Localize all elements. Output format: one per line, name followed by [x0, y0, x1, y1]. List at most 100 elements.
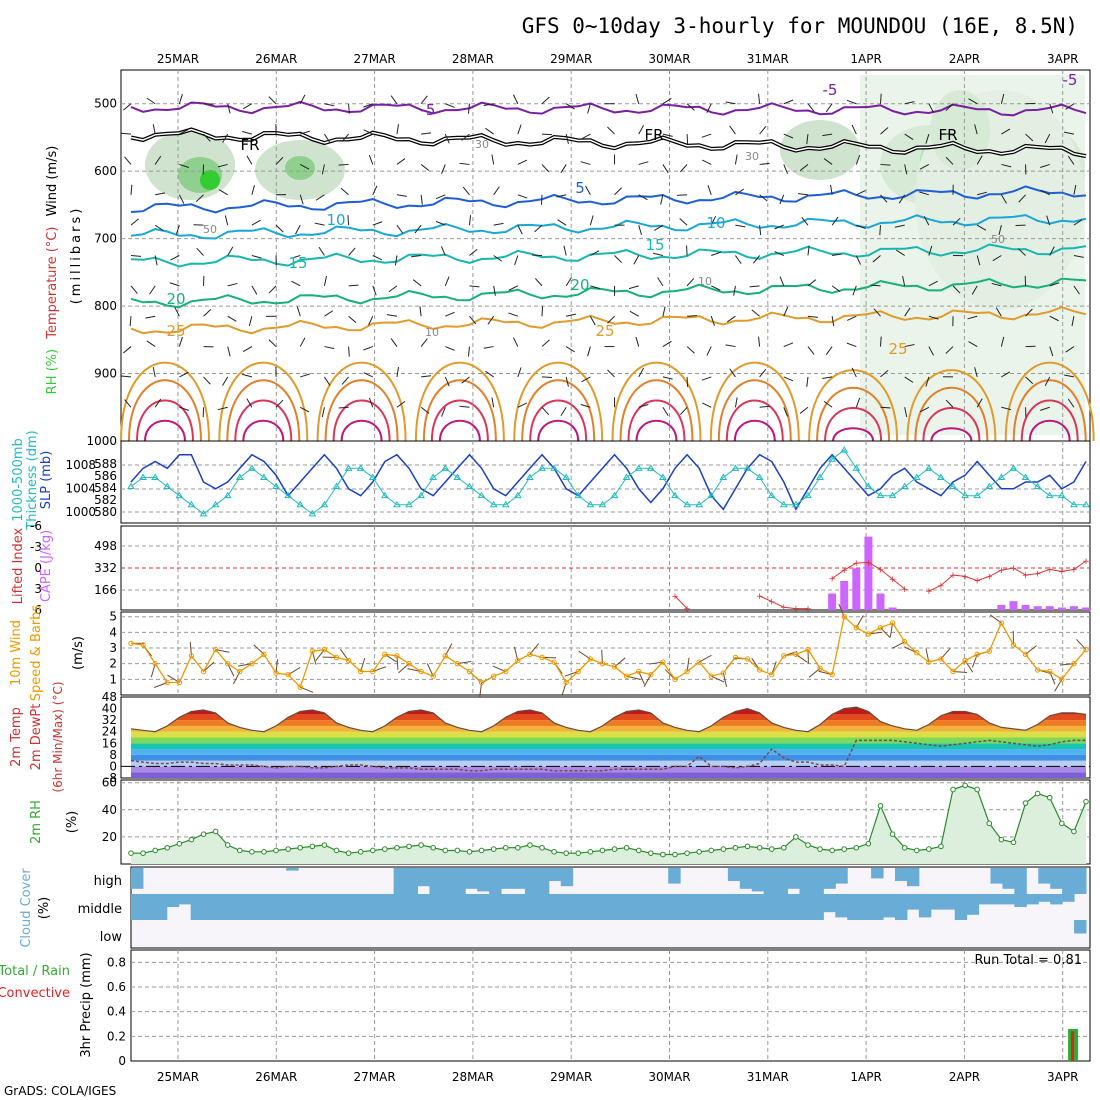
bl-isotherm	[717, 379, 792, 442]
li-marker: +	[1070, 565, 1078, 575]
wind-barb	[195, 194, 204, 202]
wind-barb	[1001, 406, 1012, 411]
wind-barb	[974, 124, 978, 135]
wind-barb	[411, 255, 422, 258]
rh-marker	[176, 840, 183, 847]
bl-isotherm	[1004, 361, 1095, 442]
wind-barb	[825, 103, 833, 113]
wind-barb	[534, 224, 543, 233]
bl-isotherm	[324, 379, 399, 442]
cape-bar	[852, 568, 861, 610]
wind-barb	[340, 187, 349, 196]
wind-barb	[532, 254, 543, 256]
wind-barb	[774, 251, 784, 256]
wind-barb	[783, 99, 794, 105]
bl-isotherm	[733, 419, 776, 442]
wind-barb	[368, 315, 374, 326]
wind-barb	[945, 103, 954, 112]
contour-label: 20	[166, 290, 185, 308]
thickness-marker	[1082, 500, 1090, 508]
wind-barb	[680, 164, 688, 173]
cloud-bar	[214, 894, 227, 920]
wind-marker	[188, 653, 195, 659]
wind-barb	[945, 399, 954, 408]
wind-barb	[565, 133, 569, 144]
wind-barb	[461, 133, 470, 141]
cloud-bar	[1050, 868, 1063, 889]
wind-barb	[759, 225, 762, 236]
wind-marker	[865, 631, 872, 637]
wind-barb	[904, 343, 915, 348]
wind-barb	[469, 248, 478, 256]
cloud-bar	[322, 894, 335, 920]
wind-barb	[855, 154, 861, 165]
wind-barb	[1000, 93, 1005, 104]
wind-barb	[154, 155, 162, 165]
wind-barb	[321, 407, 325, 418]
thickness-marker	[683, 500, 691, 508]
cloud-bar	[131, 868, 144, 889]
wind-barb	[491, 397, 495, 408]
wind-barb	[976, 255, 981, 266]
wind-barb	[1073, 255, 1084, 258]
wind-barb	[701, 376, 712, 381]
wind-barb	[396, 224, 404, 234]
cloud-bar	[465, 868, 478, 889]
contour-label: 30	[475, 138, 489, 151]
wind-barb	[435, 194, 446, 200]
contour-label: 10	[326, 211, 345, 229]
thickness-marker	[248, 464, 256, 471]
rh2m-y-ticks: 20 40 60	[102, 776, 117, 844]
rh-marker	[1022, 800, 1029, 806]
wind-barb	[469, 285, 480, 288]
thickness-marker	[332, 482, 341, 490]
wind-barb	[363, 372, 373, 378]
day-label-bottom: 30MAR	[648, 1070, 690, 1084]
wind-marker	[466, 668, 473, 675]
wind-barb	[589, 315, 596, 326]
li-marker: +	[901, 585, 909, 595]
wind-barb	[323, 275, 327, 286]
wind-barb	[902, 275, 906, 286]
rh-marker	[660, 851, 666, 858]
contour-labels: -5 -5 FR FR FR -5 5 10 10 15 15 20 20 25 25 25 30 30 50 50 1…	[166, 71, 1077, 358]
profile-panel: -5 -5 FR FR FR -5 5 10 10 15 15 20 20 25 25 25 30 30 50 50 1…	[45, 69, 1095, 448]
cloud-bar	[1014, 868, 1027, 894]
wind-barb	[662, 340, 672, 347]
wind-marker	[938, 656, 944, 662]
wind-barb	[517, 159, 528, 165]
cloud-panel: high middle low Cloud Cover (%)	[19, 866, 1091, 949]
y-tick-label: 1008	[65, 458, 96, 472]
rh-marker	[986, 820, 993, 827]
wind-barb	[729, 368, 736, 378]
wind-barb	[493, 285, 496, 296]
wind-barb	[145, 315, 156, 319]
wind-barb	[483, 346, 494, 349]
cloud-bar	[835, 894, 848, 918]
cloud-bar	[477, 868, 490, 892]
rh-marker	[140, 850, 146, 856]
rh-marker	[1083, 798, 1089, 805]
wind-barb	[508, 285, 519, 291]
day-label-top: 31MAR	[747, 52, 789, 66]
rh-marker	[829, 847, 835, 854]
thickness-marker	[1057, 491, 1066, 499]
wind-barb	[154, 255, 158, 266]
wind-barb	[469, 315, 477, 325]
wind-marker	[563, 679, 569, 686]
wind-barb	[925, 376, 930, 387]
rh-marker	[490, 846, 497, 852]
y-tick-label: 584	[94, 481, 117, 495]
wind-barb	[580, 161, 591, 165]
wind-barb	[677, 194, 688, 196]
wind-barb	[880, 369, 889, 378]
bl-isotherm	[537, 419, 580, 442]
cloud-bar	[489, 894, 502, 920]
wind-marker	[394, 653, 400, 659]
wind-barb	[154, 224, 164, 232]
wind-marker	[176, 679, 183, 686]
thickness-marker	[163, 482, 172, 490]
rh-marker	[128, 850, 134, 856]
li-marker: +	[973, 577, 981, 587]
bl-isotherm	[226, 379, 301, 442]
